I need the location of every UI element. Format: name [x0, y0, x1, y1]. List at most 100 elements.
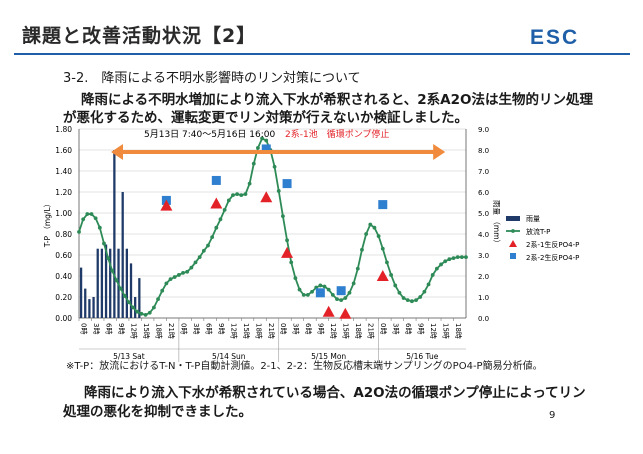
- legend-tp-label: 放流T-P: [526, 227, 550, 236]
- tp-point: [181, 270, 185, 275]
- day-label: 5/13 Sat: [113, 352, 145, 361]
- tp-point: [443, 259, 448, 264]
- y-left-tick-label: 1.40: [55, 167, 72, 176]
- x-tick-label: 12時: [229, 323, 237, 339]
- tp-point: [426, 282, 431, 287]
- y-left-axis-title: T-P （mg/L）: [43, 200, 52, 248]
- conclusion-line-2: 処理の悪化を抑制できました。: [63, 404, 252, 420]
- tp-point: [122, 294, 127, 298]
- tp-point: [77, 230, 81, 234]
- title-divider: [14, 53, 630, 55]
- tp-point: [376, 234, 381, 239]
- tp-point: [218, 217, 223, 222]
- y-right-tick-label: 9.0: [478, 126, 489, 134]
- tp-point: [301, 293, 306, 297]
- tp-point: [393, 283, 398, 288]
- tp-point: [226, 198, 231, 203]
- tp-point: [430, 273, 435, 277]
- tp-point: [326, 287, 331, 292]
- po4-2-2-point: [378, 200, 388, 210]
- tp-point: [285, 238, 289, 243]
- tp-point: [110, 268, 115, 273]
- rainfall-bar: [134, 297, 137, 318]
- x-tick-label: 0時: [279, 323, 287, 334]
- y-left-tick-label: 0.60: [55, 251, 72, 260]
- tp-point: [256, 146, 260, 150]
- po4-2-1-point: [322, 305, 335, 317]
- tp-point: [139, 311, 144, 316]
- tp-point: [114, 278, 119, 283]
- rainfall-bar: [79, 267, 83, 318]
- tp-point: [322, 284, 327, 289]
- tp-point: [289, 260, 294, 265]
- x-tick-label: 18時: [354, 323, 362, 339]
- tp-point: [397, 290, 402, 295]
- x-tick-label: 9時: [417, 323, 425, 334]
- tp-point: [364, 232, 369, 236]
- y-right-tick-label: 5.0: [478, 210, 489, 218]
- slide-title: 課題と改善活動状況【2】: [22, 25, 257, 47]
- x-tick-label: 18時: [454, 323, 462, 339]
- tp-point: [168, 277, 173, 282]
- body-text-line-1: 降雨による不明水増加により流入下水が希釈されると、2系A2O法は生物的リン処理: [81, 92, 593, 108]
- tp-point: [405, 298, 410, 303]
- tp-point: [447, 257, 452, 262]
- footnote: ※T-P：放流におけるT-N・T-P自動計測値。2-1、2-2：生物反応槽末端サ…: [66, 361, 543, 372]
- tp-point: [106, 256, 111, 261]
- tp-point: [335, 297, 339, 301]
- tp-point: [235, 192, 240, 197]
- tp-point: [147, 310, 152, 315]
- tp-point: [206, 243, 210, 248]
- tp-point: [102, 241, 106, 246]
- x-tick-label: 21時: [267, 323, 275, 339]
- tp-point: [385, 260, 389, 265]
- y-left-tick-label: 1.20: [55, 188, 72, 197]
- x-tick-label: 15時: [442, 323, 450, 339]
- tp-point: [272, 164, 277, 169]
- tp-point: [118, 286, 123, 291]
- legend-rainfall-swatch: [506, 216, 520, 221]
- tp-point: [401, 296, 406, 300]
- x-tick-label: 0時: [379, 323, 387, 334]
- day-label: 5/16 Tue: [406, 352, 438, 361]
- tp-point: [372, 225, 377, 230]
- tp-point: [281, 214, 285, 219]
- tp-point: [410, 299, 414, 304]
- tp-point: [347, 290, 352, 295]
- legend-tp-marker: [511, 229, 515, 233]
- po4-2-2-point: [336, 286, 346, 296]
- x-tick-label: 3時: [392, 323, 400, 334]
- tp-point: [189, 265, 194, 270]
- po4-2-2-point: [261, 144, 271, 154]
- tp-series-line: [78, 137, 466, 316]
- tp-point: [368, 222, 373, 227]
- po4-2-1-point: [376, 270, 389, 281]
- tp-point: [389, 273, 393, 277]
- body-text-line-2: が悪化するため、運転変更でリン対策が行えないか検証しました。: [63, 110, 468, 126]
- y-left-tick-label: 0.40: [55, 272, 72, 281]
- tp-point: [239, 193, 244, 198]
- tp-point: [251, 161, 256, 166]
- y-left-tick-label: 0.20: [55, 293, 72, 302]
- x-tick-label: 0時: [179, 323, 187, 334]
- tp-point: [243, 192, 248, 197]
- y-left-tick-label: 0.00: [55, 314, 72, 323]
- po4-2-1-point: [339, 307, 352, 319]
- day-label: 5/15 Mon: [311, 352, 346, 361]
- tp-point: [418, 295, 423, 299]
- tp-point: [464, 255, 468, 259]
- tp-point: [231, 193, 235, 198]
- conclusion-line-1: 降雨により流入下水が希釈されている場合、A2O法の循環ポンプ停止によってリン: [84, 385, 586, 401]
- page-number: 9: [549, 410, 556, 421]
- y-left-tick-label: 1.80: [55, 125, 72, 134]
- legend-po4-2-1-swatch: [509, 240, 517, 247]
- x-tick-label: 15時: [242, 323, 250, 339]
- tp-point: [197, 255, 202, 259]
- rainfall-bar: [113, 150, 116, 318]
- tp-point: [222, 207, 227, 212]
- annotation-period: 5月13日 7:40～5月16日 16:00: [144, 129, 275, 140]
- y-right-tick-label: 1.0: [478, 294, 489, 302]
- y-right-tick-label: 6.0: [478, 189, 489, 197]
- y-right-tick-label: 8.0: [478, 147, 489, 155]
